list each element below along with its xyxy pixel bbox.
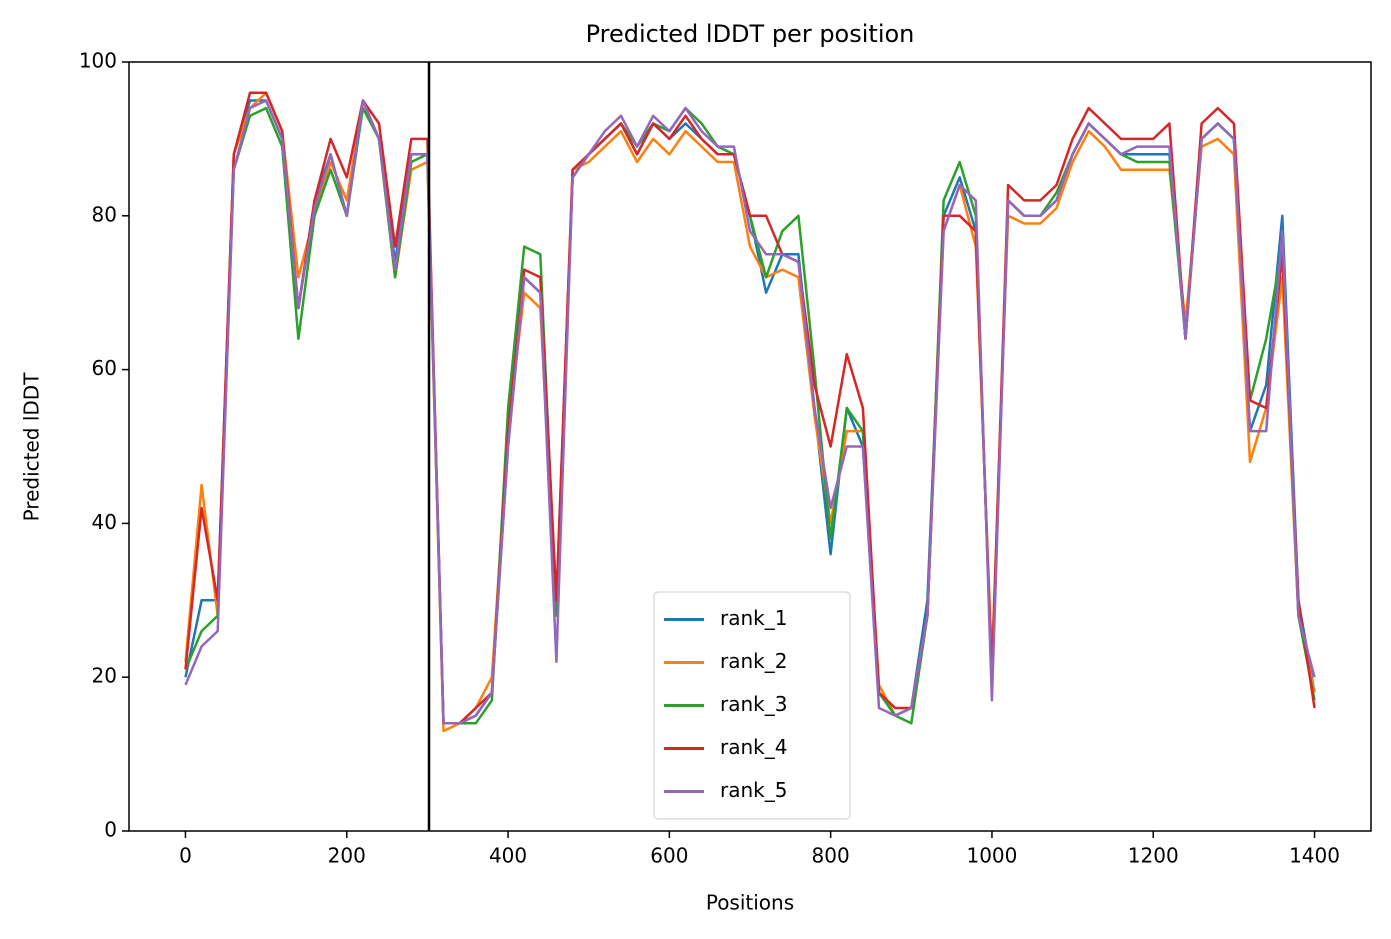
legend-label: rank_3 [720,692,787,716]
y-tick-label: 40 [92,510,117,534]
legend-label: rank_1 [720,606,787,630]
y-tick-label: 0 [104,818,117,842]
x-tick-label: 800 [812,844,850,868]
y-tick-label: 100 [79,49,117,73]
line-series [184,91,1316,725]
x-tick-label: 200 [328,844,366,868]
plot-frame [128,61,1372,832]
legend-label: rank_2 [720,649,787,673]
chart-title: Predicted lDDT per position [586,20,915,48]
y-tick-label: 80 [92,202,117,226]
x-tick-label: 400 [489,844,527,868]
line-series [184,99,1316,725]
legend-box [653,591,851,820]
x-tick-label: 600 [650,844,688,868]
y-tick-label: 60 [92,356,117,380]
y-tick-label: 20 [92,664,117,688]
x-tick-label: 1000 [966,844,1017,868]
legend-label: rank_5 [720,778,787,802]
x-tick-label: 1400 [1289,844,1340,868]
x-axis-label: Positions [706,891,794,915]
y-axis-label: Predicted lDDT [20,372,44,522]
legend: rank_1 rank_2 rank_3 rank_4 rank_5 [653,591,851,820]
x-tick-label: 1200 [1128,844,1179,868]
legend-label: rank_4 [720,735,787,759]
x-tick-label: 0 [179,844,192,868]
